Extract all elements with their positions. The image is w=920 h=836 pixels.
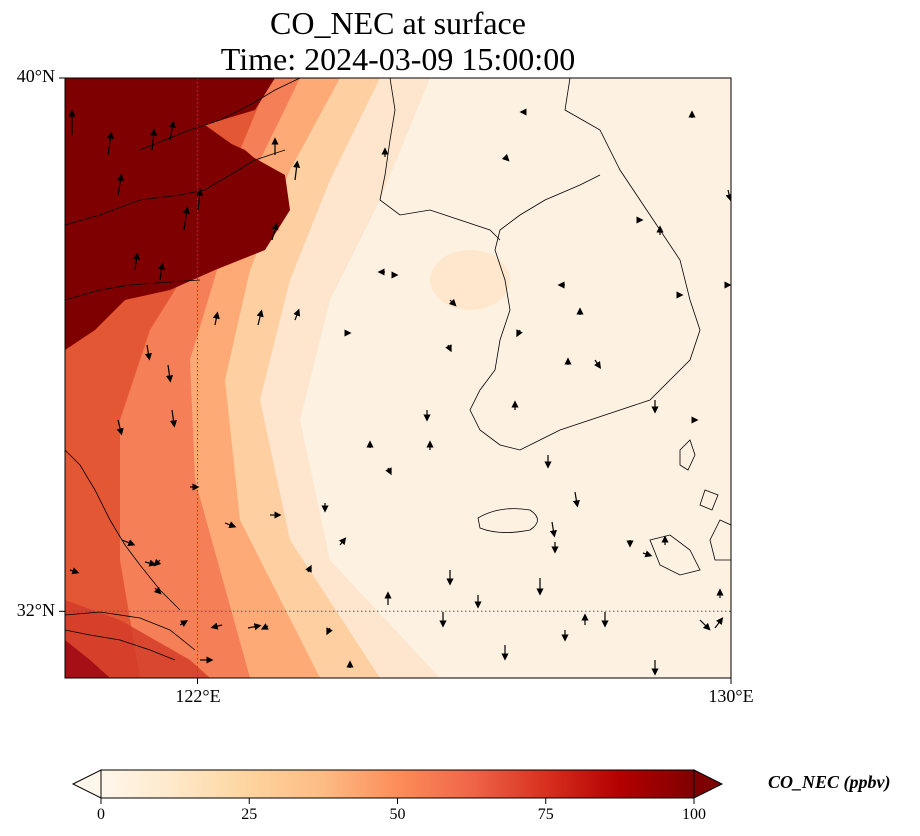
colorbar-label: CO_NEC (ppbv) [768,772,891,792]
concentration-field [65,78,731,678]
lat-label-32: 32°N [16,600,55,620]
wind-arrow [256,309,264,326]
colorbar-tick-label: 50 [389,806,406,823]
wind-arrow [305,564,312,573]
wind-arrow [385,467,392,476]
wind-arrow [260,623,269,630]
wind-arrow [516,329,523,338]
wind-arrow [326,627,333,636]
wind-arrow [549,521,557,538]
wind-arrow [69,567,80,575]
wind-vectors [68,108,731,676]
wind-arrow [150,128,158,151]
wind-arrow [144,559,157,567]
wind-arrow [448,298,457,307]
colorbar-tick-label: 25 [241,806,258,823]
colorbar-tick-label: 75 [537,806,554,823]
lon-label-130: 130°E [708,686,754,706]
wind-arrow [224,521,237,529]
wind-arrow [157,262,166,281]
wind-arrow [165,364,174,383]
wind-arrow [292,160,301,181]
lon-label-122: 122°E [175,686,221,706]
map-timestamp: Time: 2024-03-09 15:00:00 [220,41,576,77]
wind-arrow [445,344,452,353]
lat-label-40: 40°N [16,66,55,86]
wind-arrow [182,206,191,231]
wind-arrow [121,539,136,547]
wind-arrow [169,409,178,428]
wind-arrow [293,308,301,321]
wind-arrow [594,359,601,369]
colorbar-body [100,769,695,799]
wind-arrow [212,311,220,326]
wind-arrow [153,558,162,567]
wind-arrow [132,252,141,271]
wind-arrow [572,491,580,508]
map-panel [59,77,732,684]
wind-arrow [153,586,162,595]
wind-arrow [116,173,124,196]
wind-arrow [714,617,724,629]
colorbar [71,769,724,804]
wind-arrow [338,537,347,546]
wind-arrow [106,131,115,156]
wind-arrow [642,550,653,558]
map-frame [64,77,732,679]
wind-arrow [179,620,189,627]
wind-arrow [144,344,152,361]
wind-arrow [247,623,262,631]
map-title: CO_NEC at surface [270,5,526,41]
colorbar-extend-low [71,769,102,799]
wind-arrow [271,222,279,241]
wind-arrow [725,189,731,202]
wind-arrow [210,622,223,630]
wind-arrow [699,619,711,631]
colorbar-tick-label: 0 [97,806,105,823]
colorbar-tick-label: 100 [682,806,706,823]
wind-arrow [501,153,510,162]
wind-arrow [116,419,124,436]
wind-arrow [168,120,176,141]
wind-arrow [196,188,204,211]
colorbar-extend-high [693,769,724,799]
